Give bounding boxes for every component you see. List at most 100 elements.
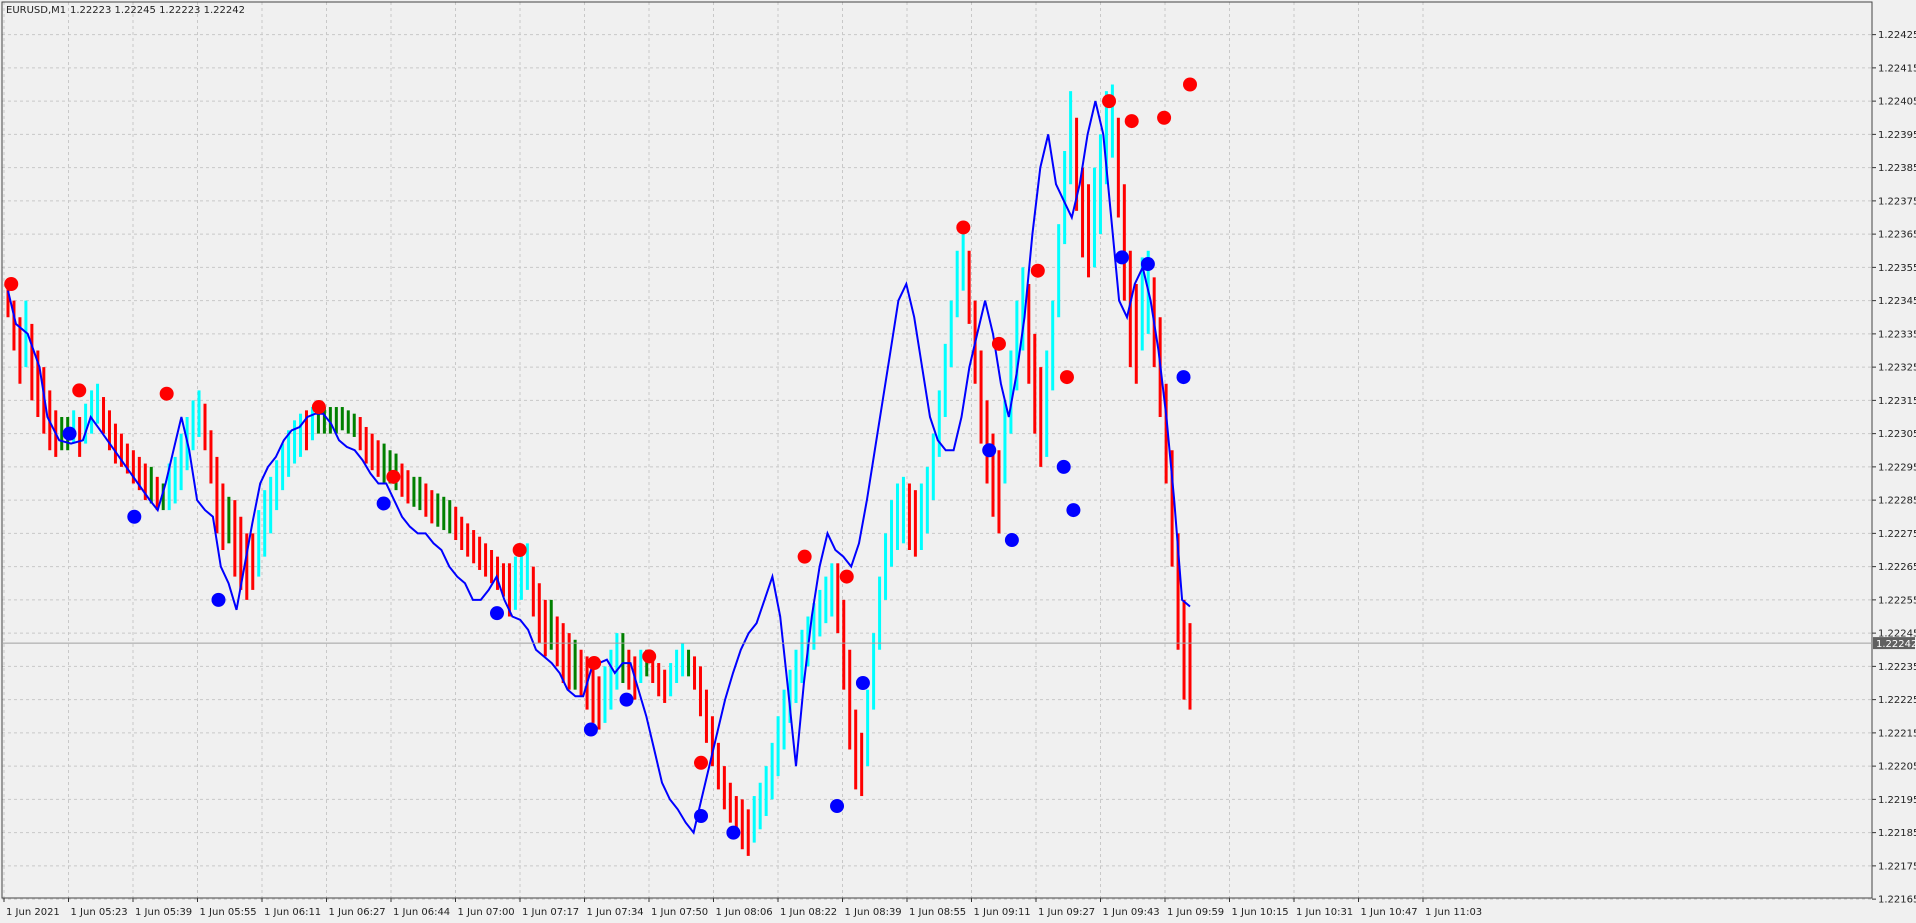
price-bar: [1009, 350, 1013, 434]
low-signal-marker: [62, 426, 77, 441]
price-bar: [561, 623, 565, 683]
price-bar: [848, 649, 852, 750]
price-bar: [878, 576, 882, 650]
price-bar: [275, 460, 279, 511]
price-bar: [549, 599, 553, 650]
price-bar: [346, 410, 350, 434]
time-tick-label: 1 Jun 06:27: [329, 907, 386, 918]
price-bar: [328, 407, 332, 434]
price-bar: [1063, 151, 1067, 245]
chart-grid: [2, 2, 1872, 900]
price-bar: [334, 407, 338, 434]
price-bar: [316, 407, 320, 434]
price-bar: [937, 390, 941, 457]
price-tick-label: 1.22305: [1878, 429, 1916, 440]
price-bar: [442, 496, 446, 531]
price-bar: [1092, 167, 1096, 268]
price-bar: [591, 666, 595, 723]
current-price-label: 1.22242: [1876, 639, 1916, 650]
price-bar: [484, 543, 488, 577]
price-bar: [1164, 383, 1168, 484]
price-bar: [675, 649, 679, 683]
price-bar: [155, 476, 159, 511]
price-bar: [704, 689, 708, 743]
time-tick-label: 1 Jun 09:27: [1038, 907, 1095, 918]
price-bar: [352, 413, 356, 437]
price-tick-label: 1.22185: [1878, 828, 1916, 839]
price-tick-label: 1.22205: [1878, 762, 1916, 773]
price-bar: [1182, 599, 1186, 700]
price-bar: [472, 530, 476, 564]
price-bar: [1188, 623, 1192, 710]
price-bar: [430, 490, 434, 524]
low-signal-marker: [127, 509, 142, 524]
price-bar: [627, 649, 631, 690]
price-bar: [388, 450, 392, 484]
price-bar: [1176, 533, 1180, 650]
price-bar: [60, 417, 64, 451]
price-bar: [609, 649, 613, 710]
price-tick-label: 1.22245: [1878, 629, 1916, 640]
price-tick-label: 1.22255: [1878, 595, 1916, 606]
high-signal-marker: [311, 400, 326, 415]
high-signal-marker: [587, 656, 602, 671]
plot-frame: [1, 1, 1873, 899]
price-bar: [215, 456, 219, 534]
price-bar: [854, 709, 858, 790]
price-bar: [179, 433, 183, 491]
price-bar: [812, 603, 816, 650]
price-bar: [239, 516, 243, 590]
price-bar: [740, 799, 744, 850]
price-tick-label: 1.22355: [1878, 263, 1916, 274]
high-signal-marker: [991, 336, 1006, 351]
time-tick-label: 1 Jun 07:17: [522, 907, 579, 918]
price-bar: [269, 476, 273, 534]
price-bar: [173, 456, 177, 504]
price-bar: [6, 284, 10, 318]
price-bar: [119, 433, 123, 467]
price-bar: [1110, 84, 1114, 158]
price-bar: [884, 533, 888, 600]
price-bar: [454, 506, 458, 541]
price-bar: [651, 656, 655, 683]
price-bar: [478, 536, 482, 570]
price-bar: [961, 224, 965, 291]
price-bar: [1134, 284, 1138, 384]
price-bar: [412, 476, 416, 507]
low-signal-marker: [694, 809, 709, 823]
signal-markers: [4, 77, 1197, 840]
time-tick-label: 1 Jun 11:03: [1425, 907, 1482, 918]
price-bar: [597, 676, 601, 730]
price-bar: [233, 500, 237, 577]
price-bar: [167, 463, 171, 511]
time-tick-label: 1 Jun 10:31: [1296, 907, 1353, 918]
price-bar: [364, 426, 368, 464]
price-bar: [985, 400, 989, 484]
price-bar: [400, 463, 404, 497]
price-bar: [943, 343, 947, 417]
high-signal-marker: [386, 469, 401, 484]
price-tick-label: 1.22385: [1878, 163, 1916, 174]
price-bar: [322, 407, 326, 434]
price-bar: [788, 669, 792, 723]
low-signal-marker: [1056, 459, 1071, 474]
price-bar: [293, 420, 297, 464]
price-bar: [1128, 250, 1132, 368]
price-bar: [12, 300, 16, 351]
price-bar: [507, 563, 511, 617]
price-bar: [913, 490, 917, 557]
price-bar: [490, 550, 494, 584]
price-bar: [191, 400, 195, 451]
price-bar: [448, 500, 452, 534]
low-signal-marker: [376, 496, 391, 511]
price-bar: [687, 649, 691, 677]
price-bar: [382, 443, 386, 484]
price-bar: [102, 397, 106, 434]
price-bar: [370, 433, 374, 471]
price-bar: [1116, 117, 1120, 218]
low-signal-marker: [583, 722, 598, 737]
price-bar: [901, 476, 905, 544]
